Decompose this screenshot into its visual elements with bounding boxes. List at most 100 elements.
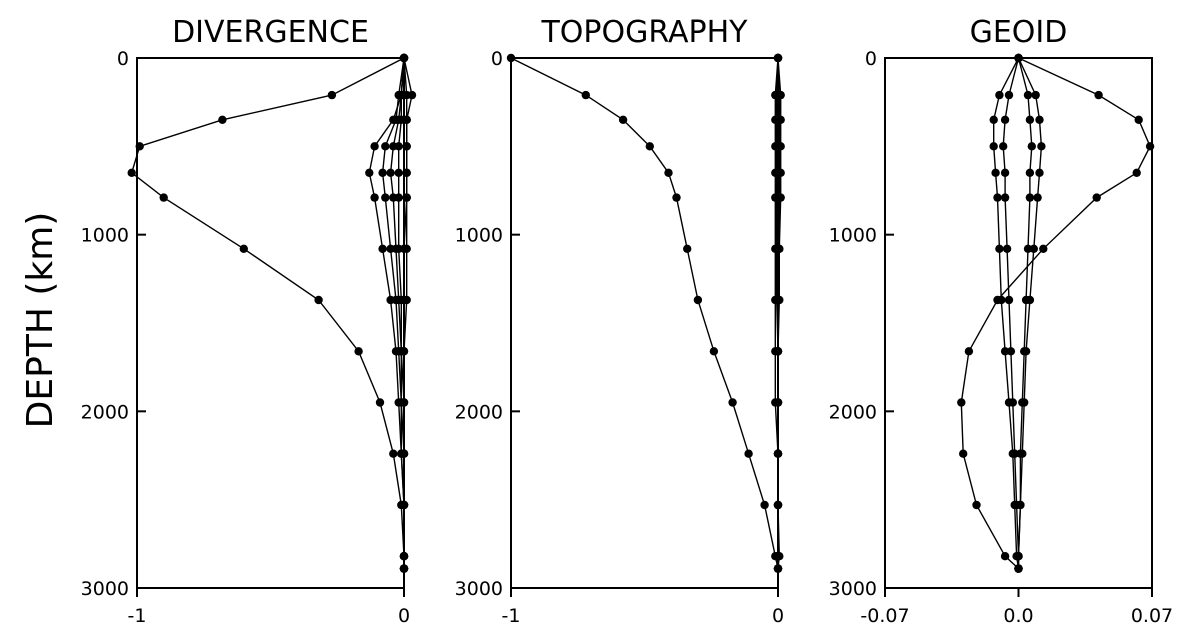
data-point xyxy=(378,168,387,177)
data-point xyxy=(1035,168,1044,177)
y-tick-label: 1000 xyxy=(81,225,129,247)
data-point xyxy=(314,295,323,305)
data-point xyxy=(672,193,681,202)
data-point xyxy=(1000,347,1010,356)
data-point xyxy=(1025,295,1035,305)
data-point xyxy=(381,193,390,202)
data-point xyxy=(1025,115,1035,125)
panel-geoid: GEOID 0 1000 2000 3000 -0.07 0.0 0.07 xyxy=(829,15,1174,627)
data-point xyxy=(1031,90,1040,100)
data-point xyxy=(1014,552,1023,561)
data-point xyxy=(728,398,737,407)
data-point xyxy=(773,398,783,407)
data-point xyxy=(399,398,409,407)
data-point xyxy=(775,552,784,561)
series-line-6 xyxy=(403,57,413,569)
data-point xyxy=(399,295,409,305)
data-point xyxy=(1008,398,1017,407)
data-point xyxy=(1145,142,1155,151)
series-line-5 xyxy=(777,58,781,569)
data-point xyxy=(239,244,248,253)
data-point xyxy=(389,449,398,458)
data-point xyxy=(1014,53,1023,63)
data-point xyxy=(399,449,409,458)
x-tick-label: 0 xyxy=(772,605,784,627)
data-point xyxy=(1019,398,1029,407)
data-point xyxy=(1006,347,1016,356)
data-point xyxy=(1002,244,1012,253)
data-point xyxy=(999,142,1008,151)
data-point xyxy=(394,193,403,202)
data-point xyxy=(773,347,783,356)
data-point xyxy=(1014,564,1023,573)
x-tick-label: -1 xyxy=(128,605,147,627)
y-tick-label: 1000 xyxy=(829,225,877,247)
data-point xyxy=(1023,244,1033,253)
data-point xyxy=(773,193,783,202)
data-point xyxy=(506,53,516,63)
data-point xyxy=(365,168,374,177)
data-point xyxy=(1094,90,1103,100)
y-tick-label: 2000 xyxy=(455,401,503,423)
data-point xyxy=(773,142,783,151)
data-point xyxy=(989,142,998,151)
data-point xyxy=(1039,244,1048,253)
data-point xyxy=(1025,193,1035,202)
data-point xyxy=(959,449,968,458)
data-point xyxy=(1025,168,1035,177)
data-point xyxy=(618,115,628,125)
y-axis-label: DEPTH (km) xyxy=(20,212,61,429)
data-point xyxy=(370,193,379,202)
data-point xyxy=(989,115,998,125)
y-tick-label: 3000 xyxy=(81,578,129,600)
data-point xyxy=(964,347,974,356)
data-point xyxy=(394,142,403,151)
data-point xyxy=(709,347,719,356)
data-point xyxy=(1004,90,1014,100)
panel-title: DIVERGENCE xyxy=(172,15,369,50)
data-point xyxy=(218,115,227,125)
x-tick-label: -0.07 xyxy=(860,605,909,627)
data-point xyxy=(744,449,753,458)
panel-topography: TOPOGRAPHY 0 1000 2000 3000 -1 0 xyxy=(455,15,785,627)
series-line-2 xyxy=(1002,57,1020,569)
data-point xyxy=(399,500,409,510)
data-point xyxy=(402,142,411,151)
data-point xyxy=(1033,193,1042,202)
x-tick-label: 0 xyxy=(398,605,410,627)
x-tick-label: 0.0 xyxy=(1003,605,1033,627)
data-point xyxy=(773,90,783,100)
data-point xyxy=(1035,115,1044,125)
series-line-0 xyxy=(510,57,779,569)
data-point xyxy=(1000,552,1010,561)
data-point xyxy=(407,90,417,100)
series-line-0 xyxy=(130,57,405,569)
data-point xyxy=(972,500,981,510)
data-point xyxy=(693,295,703,305)
data-point xyxy=(995,90,1004,100)
panel-divergence: DIVERGENCE 0 1000 2000 3000 -1 0 xyxy=(81,15,417,627)
data-point xyxy=(399,347,409,356)
data-point xyxy=(1000,168,1010,177)
data-point xyxy=(581,90,590,100)
data-point xyxy=(993,193,1002,202)
data-point xyxy=(399,564,409,573)
data-point xyxy=(760,500,769,510)
data-point xyxy=(327,90,337,100)
y-tick-label: 0 xyxy=(117,48,129,70)
data-point xyxy=(1016,500,1025,510)
data-point xyxy=(402,193,411,202)
data-point xyxy=(683,244,692,253)
data-point xyxy=(386,168,395,177)
data-point xyxy=(135,142,144,151)
data-point xyxy=(773,564,783,573)
y-tick-label: 3000 xyxy=(829,578,877,600)
data-point xyxy=(773,500,783,510)
x-tick-label: 0.07 xyxy=(1131,605,1173,627)
data-point xyxy=(399,244,409,253)
plot-frame xyxy=(510,57,779,589)
series-line-1 xyxy=(993,57,1020,569)
data-point xyxy=(370,142,379,151)
y-tick-label: 2000 xyxy=(81,401,129,423)
